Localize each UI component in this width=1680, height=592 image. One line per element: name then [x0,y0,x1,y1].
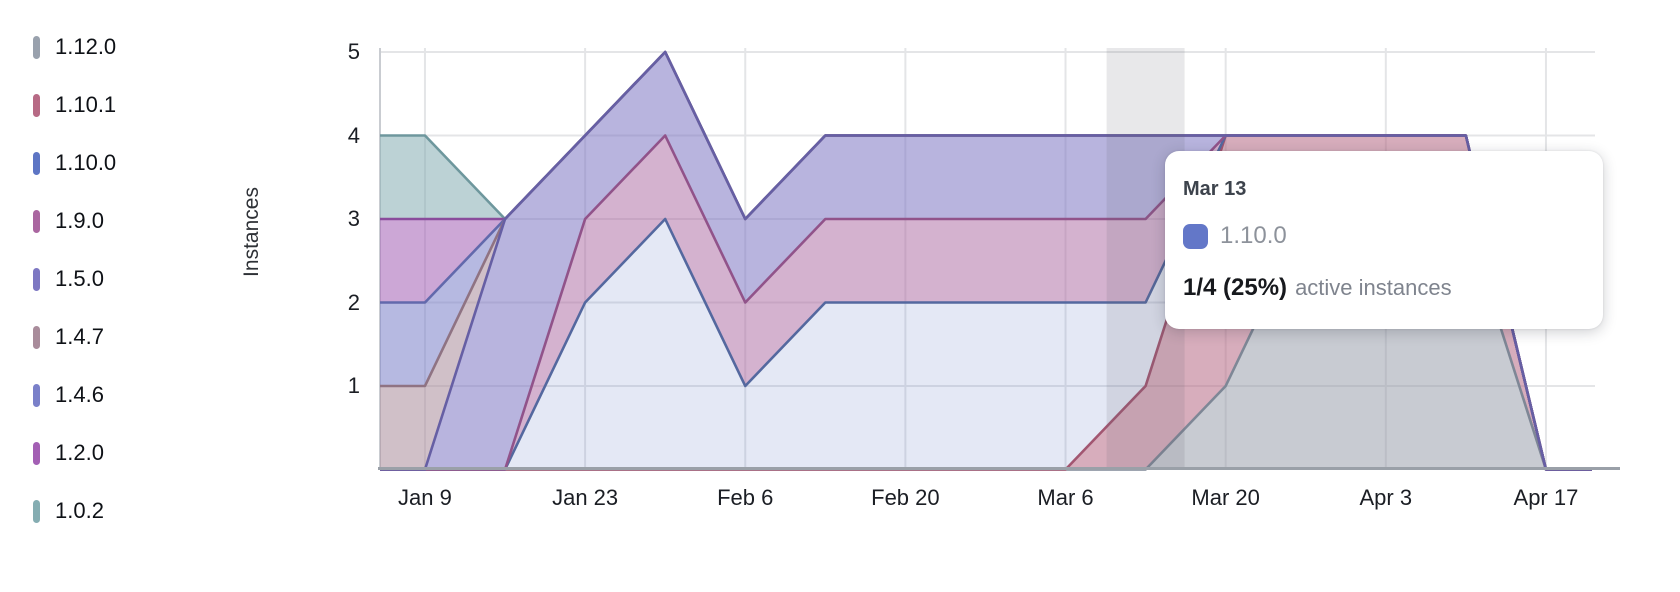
legend-marker-icon [33,267,40,291]
legend-item-label: 1.5.0 [55,266,104,291]
legend-item-label: 1.9.0 [55,208,104,233]
legend-marker-icon [33,35,40,59]
tooltip-series-row: 1.10.0 [1183,222,1581,250]
x-tick-label-feb-6: Feb 6 [717,485,774,510]
legend-item-1.5.0[interactable]: 1.5.0 [0,256,116,302]
area-1.5.0[interactable] [345,52,1592,470]
tooltip-value-suffix: active instances [1295,275,1452,300]
legend-item-1.10.0[interactable]: 1.10.0 [0,140,116,186]
legend-item-label: 1.10.1 [55,92,117,117]
legend-item-1.0.2[interactable]: 1.0.2 [0,488,116,534]
legend-item-1.4.7[interactable]: 1.4.7 [0,314,116,360]
legend-item-label: 1.2.0 [55,440,104,465]
legend-marker-icon [33,151,40,175]
legend-item-1.9.0[interactable]: 1.9.0 [0,198,116,244]
legend-item-label: 1.0.2 [55,498,104,523]
legend-item-label: 1.12.0 [55,34,117,59]
legend-marker-icon [33,441,40,465]
legend-marker-icon [33,209,40,233]
legend-marker-icon [33,499,40,523]
x-tick-label-mar-6: Mar 6 [1037,485,1094,510]
x-tick-label-jan-9: Jan 9 [398,485,452,510]
y-tick-label-2: 2 [347,289,360,315]
y-tick-label-4: 4 [347,122,360,148]
legend-marker-icon [33,325,40,349]
line-1.5.0 [380,50,1592,471]
x-tick-label-feb-20: Feb 20 [871,485,940,510]
tooltip-value: 1/4 (25%) [1183,274,1288,301]
x-tick-label-apr-3: Apr 3 [1359,485,1413,510]
tooltip-series-swatch-icon [1183,223,1208,249]
legend-item-1.12.0[interactable]: 1.12.0 [0,24,116,70]
legend-item-label: 1.10.0 [55,150,117,175]
legend-item-label: 1.4.6 [55,382,104,407]
legend-marker-icon [33,383,40,407]
tooltip-series-label: 1.10.0 [1220,222,1287,249]
x-tick-label-jan-23: Jan 23 [552,485,619,510]
y-tick-label-5: 5 [347,39,360,64]
legend-item-1.4.6[interactable]: 1.4.6 [0,372,116,418]
y-tick-label-1: 1 [347,373,360,398]
y-tick-label-3: 3 [347,206,360,231]
tooltip-date: Mar 13 [1183,178,1247,200]
chart-tooltip: Mar 13 1.10.0 1/4 (25%) active instances [1165,151,1603,329]
tooltip-value-row: 1/4 (25%) active instances [1183,274,1581,302]
legend-item-1.10.1[interactable]: 1.10.1 [0,82,116,128]
legend-marker-icon [33,93,40,117]
x-tick-label-apr-17: Apr 17 [1513,485,1579,510]
legend-item-label: 1.4.7 [55,324,104,349]
chart-legend: 1.12.0 1.10.1 1.10.0 1.9.0 1.5.0 1.4.7 1.4.6 1.… [0,24,116,534]
x-tick-label-mar-20: Mar 20 [1191,485,1260,510]
legend-item-1.2.0[interactable]: 1.2.0 [0,430,116,476]
